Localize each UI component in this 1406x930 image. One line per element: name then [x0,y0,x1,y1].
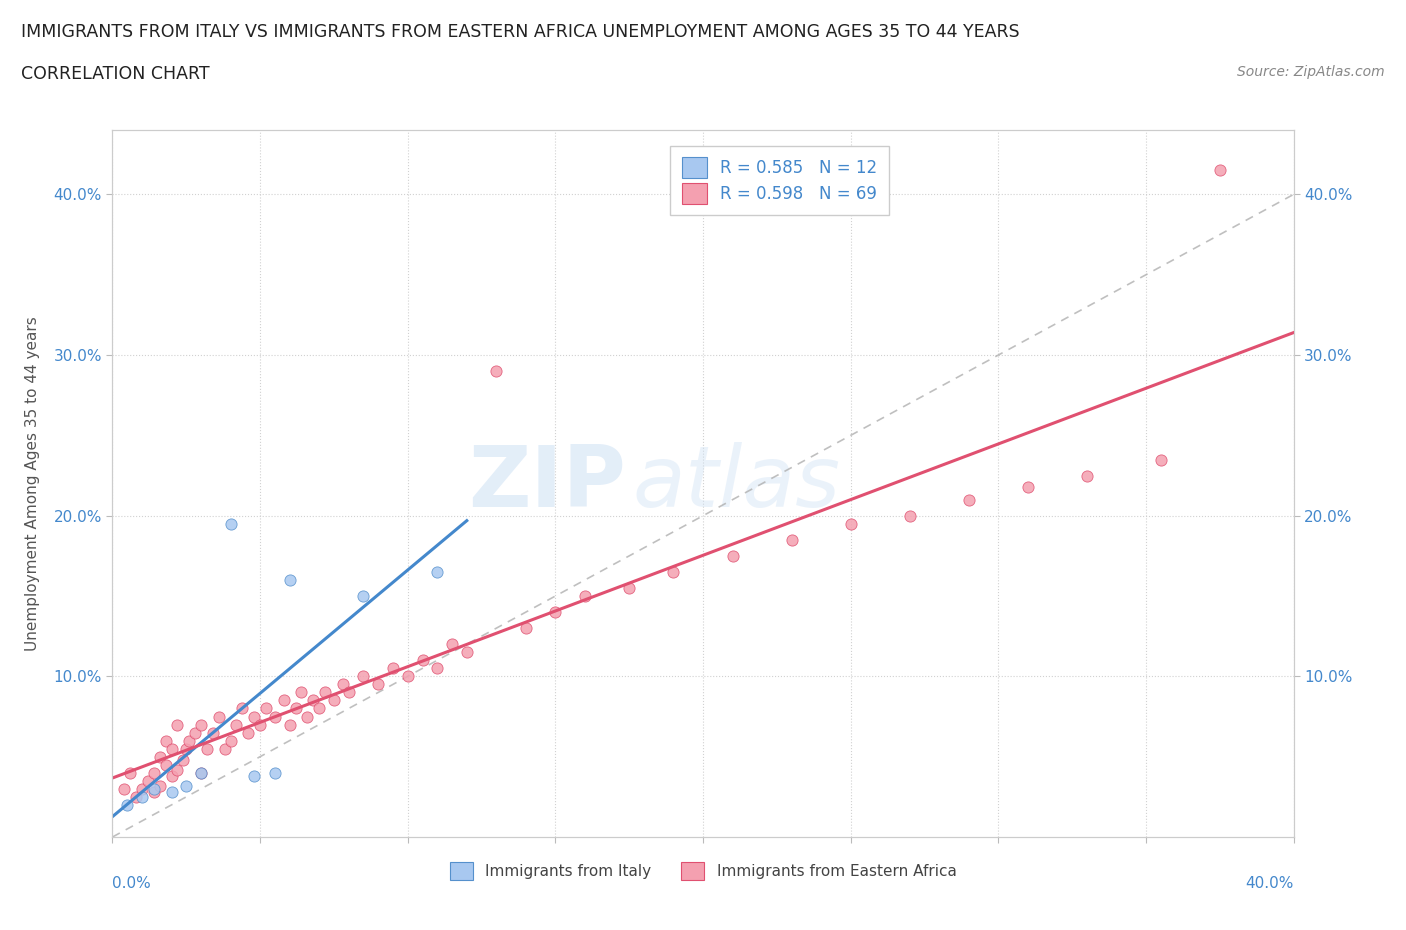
Point [249,717,271,732]
Point [125,790,148,804]
Point [1208,163,1232,178]
Point [898,509,921,524]
Point [136,774,159,789]
Point [290,685,312,700]
Point [149,750,172,764]
Point [485,364,508,379]
Point [190,765,212,780]
Point [166,717,188,732]
Point [117,797,138,812]
Point [367,677,389,692]
Point [957,492,980,507]
Point [278,717,301,732]
Text: 40.0%: 40.0% [1246,876,1294,891]
Point [166,762,188,777]
Point [131,790,153,804]
Point [238,725,260,740]
Point [337,685,360,700]
Text: Source: ZipAtlas.com: Source: ZipAtlas.com [1237,65,1385,79]
Point [174,778,197,793]
Text: CORRELATION CHART: CORRELATION CHART [21,65,209,83]
Point [201,725,224,740]
Point [243,709,266,724]
Point [352,589,374,604]
Point [426,565,449,579]
Point [839,516,862,531]
Text: atlas: atlas [633,442,841,525]
Point [352,669,374,684]
Point [721,549,744,564]
Legend: Immigrants from Italy, Immigrants from Eastern Africa: Immigrants from Italy, Immigrants from E… [440,853,966,889]
Point [208,709,231,724]
Point [515,620,537,635]
Point [190,765,212,780]
Point [544,604,567,619]
Point [780,532,803,547]
Point [264,765,287,780]
Point [1150,452,1173,467]
Point [456,644,478,659]
Point [278,573,301,588]
Point [662,565,685,579]
Text: 0.0%: 0.0% [112,876,152,891]
Y-axis label: Unemployment Among Ages 35 to 44 years: Unemployment Among Ages 35 to 44 years [25,316,39,651]
Text: IMMIGRANTS FROM ITALY VS IMMIGRANTS FROM EASTERN AFRICA UNEMPLOYMENT AMONG AGES : IMMIGRANTS FROM ITALY VS IMMIGRANTS FROM… [21,23,1019,41]
Point [243,768,266,783]
Point [214,741,236,756]
Point [160,741,183,756]
Point [264,709,287,724]
Point [174,741,197,756]
Point [155,733,177,748]
Point [195,741,218,756]
Point [254,701,277,716]
Point [382,661,405,676]
Point [131,781,153,796]
Point [574,589,596,604]
Point [225,717,247,732]
Point [314,685,336,700]
Point [160,785,183,800]
Point [160,768,183,783]
Point [1017,479,1039,494]
Text: ZIP: ZIP [468,442,626,525]
Point [619,580,641,595]
Point [1076,468,1098,483]
Point [172,752,194,767]
Point [120,765,142,780]
Point [273,693,295,708]
Point [297,709,319,724]
Point [231,701,253,716]
Point [396,669,419,684]
Point [142,781,165,796]
Point [112,781,135,796]
Point [323,693,346,708]
Point [219,733,242,748]
Point [332,677,354,692]
Point [219,516,242,531]
Point [411,653,433,668]
Point [142,785,165,800]
Point [308,701,330,716]
Point [184,725,207,740]
Point [302,693,325,708]
Point [284,701,307,716]
Point [179,733,201,748]
Point [155,757,177,772]
Point [441,637,464,652]
Point [142,765,165,780]
Point [426,661,449,676]
Point [149,778,172,793]
Point [190,717,212,732]
